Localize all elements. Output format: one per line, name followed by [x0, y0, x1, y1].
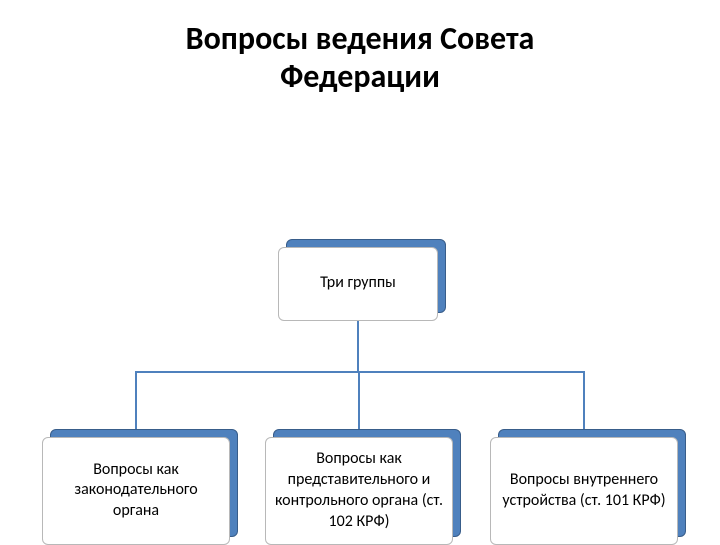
connector-child-3: [583, 371, 585, 429]
child-1-label: Вопросы как законодательного органа: [51, 460, 221, 522]
child-3-label: Вопросы внутреннего устройства (ст. 101 …: [499, 470, 669, 512]
title-line-2: Федерации: [0, 58, 720, 96]
node-box: Вопросы как представительного и контроль…: [265, 437, 453, 545]
connector-child-2: [358, 371, 360, 429]
node-box: Три группы: [278, 247, 438, 321]
title-line-1: Вопросы ведения Совета: [0, 20, 720, 58]
child-node-2: Вопросы как представительного и контроль…: [265, 437, 453, 545]
connector-child-1: [135, 371, 137, 429]
node-box: Вопросы внутреннего устройства (ст. 101 …: [490, 437, 678, 545]
child-node-3: Вопросы внутреннего устройства (ст. 101 …: [490, 437, 678, 545]
child-2-label: Вопросы как представительного и контроль…: [274, 449, 444, 532]
node-box: Вопросы как законодательного органа: [42, 437, 230, 545]
diagram-title: Вопросы ведения Совета Федерации: [0, 0, 720, 97]
org-chart: Три группы Вопросы как законодательного …: [0, 97, 720, 127]
root-label: Три группы: [320, 273, 396, 294]
child-node-1: Вопросы как законодательного органа: [42, 437, 230, 545]
root-node: Три группы: [278, 247, 438, 321]
connector-root-down: [357, 321, 359, 371]
